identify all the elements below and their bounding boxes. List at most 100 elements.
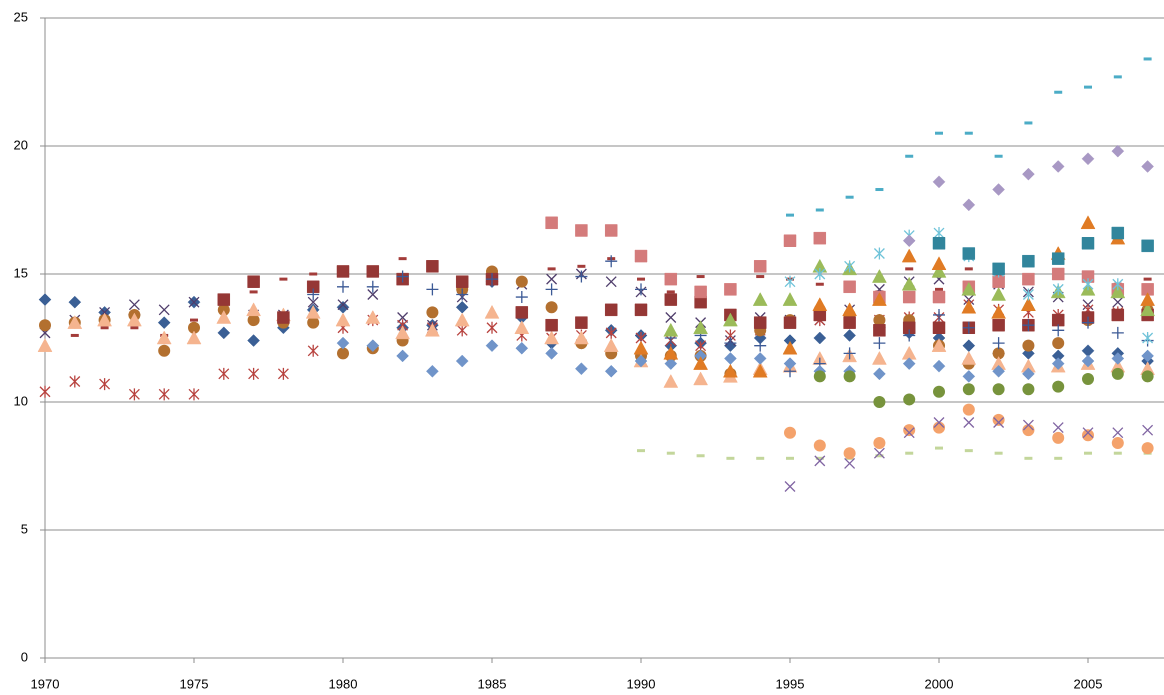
point [277, 367, 289, 380]
y-tick-label: 5 [21, 521, 28, 536]
point [486, 321, 498, 334]
point [573, 330, 589, 345]
point [873, 447, 885, 459]
point [903, 393, 916, 406]
point [844, 457, 856, 469]
point [992, 183, 1005, 196]
point [634, 354, 648, 368]
point [993, 417, 1005, 428]
point [813, 331, 827, 345]
point [693, 320, 709, 335]
point [1022, 367, 1035, 381]
point [1051, 160, 1065, 173]
point [126, 312, 142, 327]
point [365, 309, 381, 324]
point [812, 297, 828, 311]
point [992, 347, 1005, 360]
x-tick-label: 1980 [329, 676, 358, 691]
point [752, 363, 768, 378]
point [963, 417, 975, 428]
point [1080, 215, 1096, 230]
point [1052, 324, 1065, 337]
point [515, 341, 529, 355]
point [961, 350, 977, 365]
x-tick-label: 1970 [31, 676, 60, 691]
x-tick-label: 1985 [478, 676, 507, 691]
point [366, 280, 379, 293]
point [603, 338, 619, 352]
point [664, 293, 678, 306]
point [1111, 326, 1124, 339]
point [962, 339, 976, 353]
point [67, 315, 83, 329]
point [397, 312, 409, 323]
point [1022, 272, 1035, 286]
point [871, 292, 887, 306]
point [1051, 252, 1065, 265]
point [395, 325, 411, 340]
point [188, 388, 200, 401]
point [366, 339, 380, 353]
point [903, 427, 915, 439]
point [396, 349, 409, 363]
point [1022, 383, 1035, 396]
point [455, 275, 469, 288]
point [753, 352, 767, 365]
point [216, 309, 232, 324]
point [546, 273, 558, 285]
point [128, 299, 140, 311]
point [634, 303, 648, 317]
point [307, 316, 320, 329]
point [992, 413, 1005, 426]
point [722, 363, 738, 378]
point [932, 237, 946, 250]
y-tick-label: 10 [14, 393, 28, 408]
point [575, 224, 588, 237]
point [962, 321, 975, 334]
point [1051, 357, 1065, 370]
y-tick-label: 0 [21, 649, 28, 664]
x-tick-label: 1975 [180, 676, 209, 691]
point [783, 357, 797, 370]
point [367, 289, 379, 300]
point [575, 270, 588, 283]
point [337, 347, 350, 360]
point [663, 345, 679, 360]
point [248, 367, 260, 380]
point [157, 316, 171, 329]
point [69, 375, 81, 388]
point [842, 302, 858, 317]
point [1022, 254, 1035, 268]
point [485, 339, 499, 353]
point [188, 296, 200, 308]
point [693, 371, 709, 386]
point [277, 311, 290, 324]
x-tick-label: 2000 [925, 676, 954, 691]
point [933, 308, 946, 321]
point [336, 300, 350, 314]
point [1022, 424, 1035, 437]
point [38, 293, 52, 306]
point [932, 359, 946, 373]
point [97, 312, 113, 327]
point [396, 270, 409, 283]
point [605, 255, 618, 268]
point [932, 175, 946, 189]
point [814, 455, 826, 467]
point [1020, 297, 1036, 311]
point [1141, 370, 1154, 383]
point [901, 248, 917, 263]
point [664, 272, 678, 286]
point [932, 290, 946, 304]
point [455, 354, 469, 368]
point [992, 275, 1005, 288]
point [1112, 427, 1124, 439]
point [724, 283, 737, 296]
point [545, 347, 558, 360]
point [871, 350, 887, 365]
point [545, 301, 558, 314]
point [1140, 292, 1156, 306]
point [873, 337, 886, 350]
point [337, 280, 350, 293]
